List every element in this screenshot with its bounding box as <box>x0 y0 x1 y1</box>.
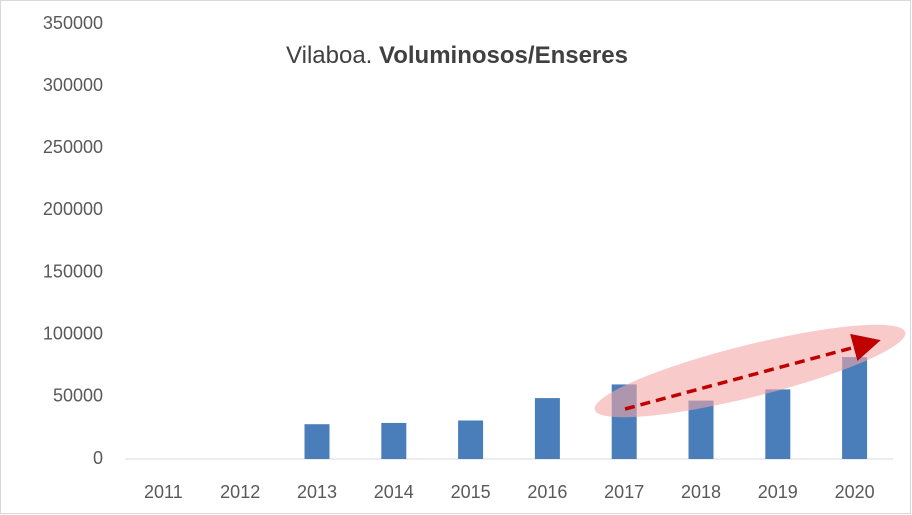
x-tick-label: 2020 <box>835 482 875 502</box>
y-tick-label: 350000 <box>43 13 103 33</box>
y-tick-label: 50000 <box>53 386 103 406</box>
bar <box>688 400 714 459</box>
bar <box>765 389 791 459</box>
x-tick-label: 2015 <box>451 482 491 502</box>
bar <box>842 357 868 459</box>
x-tick-label: 2016 <box>527 482 567 502</box>
x-tick-label: 2018 <box>681 482 721 502</box>
y-tick-label: 150000 <box>43 261 103 281</box>
title-place: Vilaboa. <box>286 42 372 69</box>
chart-title: Vilaboa. Voluminosos/Enseres <box>286 42 628 69</box>
highlight-ellipse <box>594 324 906 418</box>
title-topic: Voluminosos/Enseres <box>379 42 628 69</box>
x-tick-label: 2019 <box>758 482 798 502</box>
bar <box>381 422 407 459</box>
trend-arrow <box>624 333 881 411</box>
y-tick-label: 100000 <box>43 323 103 343</box>
y-tick-label: 0 <box>93 448 103 468</box>
bar <box>534 398 560 459</box>
x-tick-label: 2014 <box>374 482 414 502</box>
x-tick-label: 2011 <box>144 482 183 502</box>
bar <box>304 424 330 459</box>
y-tick-label: 200000 <box>43 199 103 219</box>
y-tick-label: 250000 <box>43 137 103 157</box>
y-tick-label: 300000 <box>43 75 103 95</box>
x-tick-label: 2013 <box>297 482 337 502</box>
x-tick-label: 2012 <box>220 482 260 502</box>
x-tick-label: 2017 <box>604 482 644 502</box>
bar <box>458 420 484 459</box>
